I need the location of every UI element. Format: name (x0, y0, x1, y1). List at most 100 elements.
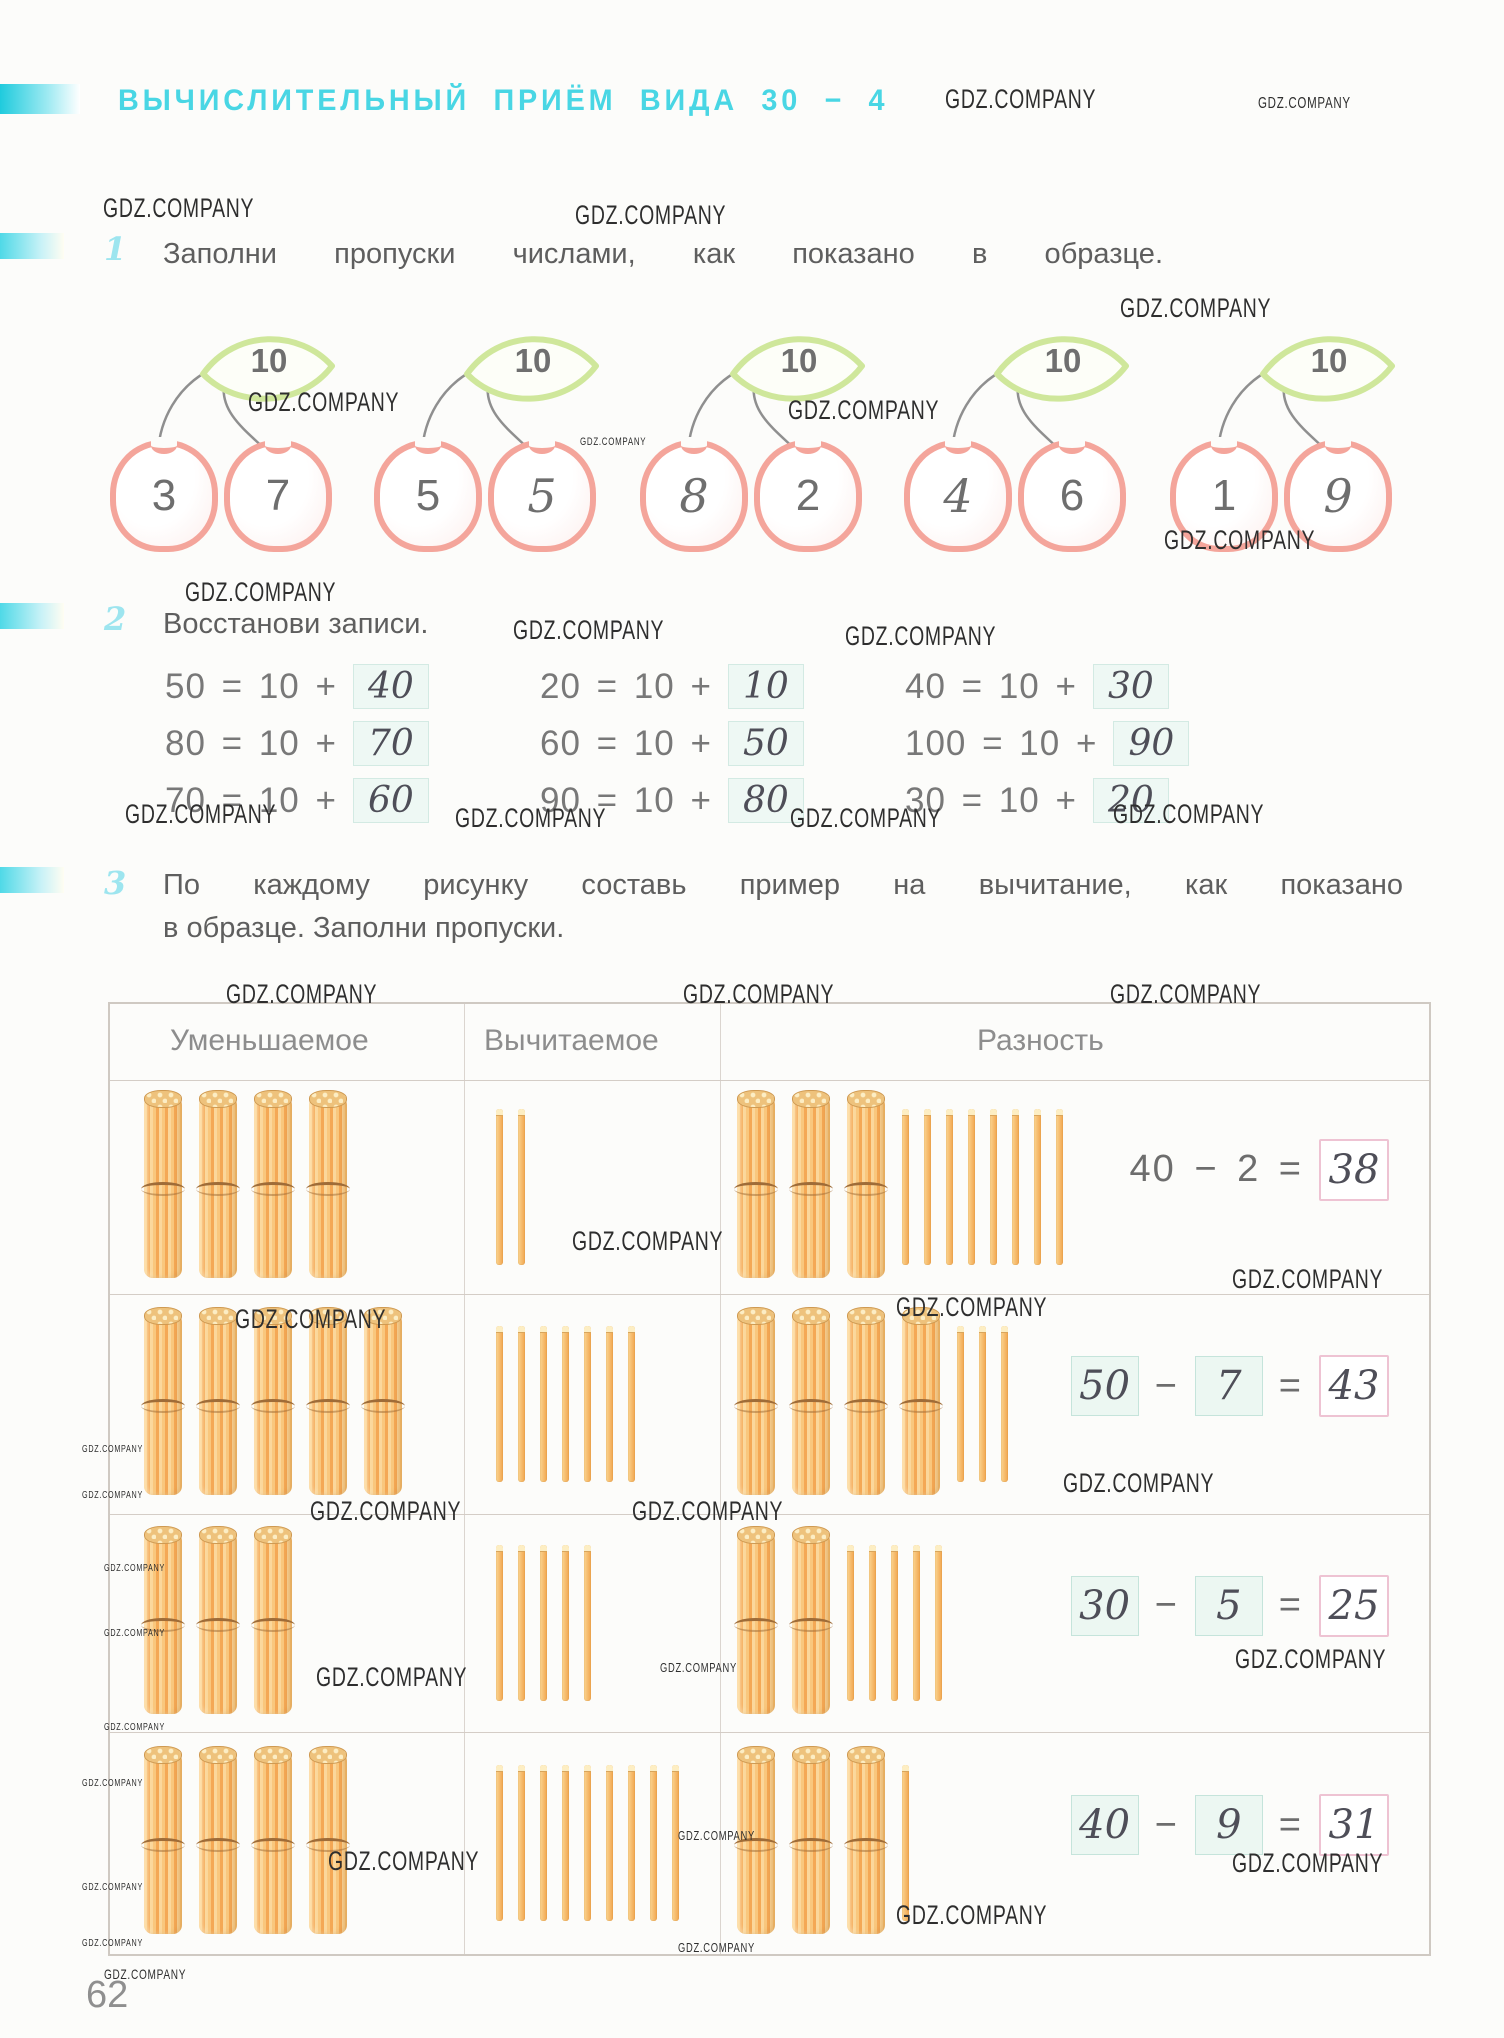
handwritten-answer: 90 (1128, 723, 1175, 764)
cherry-number: 1 (1211, 471, 1237, 520)
minus-sign: − (1154, 1364, 1179, 1407)
task1-instruction: Заполни пропуски числами, как показано в… (163, 238, 1163, 270)
single-stick (540, 1326, 547, 1482)
bundle-of-ten-sticks (141, 1746, 185, 1934)
equals-sign: = (1278, 1584, 1303, 1627)
difference-sticks (734, 1732, 924, 1954)
difference-sticks (734, 1294, 1023, 1514)
bundle-of-ten-sticks (734, 1746, 778, 1934)
cherry: 5 (488, 440, 596, 552)
single-stick (979, 1326, 986, 1482)
equation-lhs: 40 = 10 + (905, 667, 1077, 706)
difference-sticks (734, 1080, 1078, 1294)
cherry-group: 10 4 6 (902, 312, 1167, 560)
row-equation: 50 − 7 = 43 (1070, 1355, 1389, 1418)
answer-highlight: 80 (727, 778, 804, 823)
table-row: 40 − 9 = 31 (110, 1732, 1429, 1954)
equation-lhs: 90 = 10 + (540, 781, 712, 820)
bundle-of-ten-sticks (306, 1090, 350, 1278)
handwritten-subtrahend: 5 (1216, 1582, 1242, 1629)
single-stick (913, 1545, 920, 1701)
bundle-of-ten-sticks (734, 1307, 778, 1495)
table-header-minuend: Уменьшаемое (170, 1024, 369, 1057)
single-stick (902, 1109, 909, 1265)
watermark: GDZ.COMPANY (945, 84, 1097, 114)
cherry-number: 7 (265, 471, 291, 520)
answer-box: 9 (1194, 1795, 1263, 1856)
cherry-group: 10 8 2 (638, 312, 903, 560)
table-row: 50 − 7 = 43 (110, 1294, 1429, 1514)
handwritten-answer: 31 (1328, 1802, 1380, 1849)
handwritten-answer: 60 (368, 780, 414, 821)
handwritten-answer: 43 (1328, 1363, 1380, 1410)
cherry: 2 (754, 440, 862, 552)
cherry-number: 2 (795, 471, 821, 520)
bundle-of-ten-sticks (141, 1307, 185, 1495)
leaf-sum-label: 10 (250, 342, 288, 379)
page-number: 62 (86, 1974, 129, 2016)
leaf-sum-label: 10 (780, 342, 818, 379)
cherry: 8 (640, 440, 748, 552)
equation-lhs: 60 = 10 + (540, 724, 712, 763)
table-line (110, 1732, 1429, 1733)
table-line (110, 1294, 1429, 1295)
cherry-group: 10 5 5 (372, 312, 637, 560)
single-stick (540, 1765, 547, 1921)
single-stick (496, 1109, 503, 1265)
answer-box: 30 (1070, 1575, 1139, 1636)
single-stick (902, 1765, 909, 1921)
bundle-of-ten-sticks (251, 1526, 295, 1714)
single-stick (496, 1326, 503, 1482)
task2-equation: 80 = 10 + 70 (165, 721, 429, 778)
bundle-of-ten-sticks (196, 1307, 240, 1495)
single-stick (990, 1109, 997, 1265)
task2-equation: 100 = 10 + 90 (905, 721, 1190, 778)
cherry: 3 (110, 440, 218, 552)
cherry-number-handwritten: 8 (679, 469, 709, 523)
task2-equation-column: 50 = 10 + 40 80 = 10 + 70 70 = 10 + 60 (165, 664, 429, 835)
single-stick (562, 1326, 569, 1482)
handwritten-minuend: 30 (1079, 1582, 1131, 1629)
single-stick (540, 1545, 547, 1701)
bundle-of-ten-sticks (789, 1307, 833, 1495)
leaf-sum-label: 10 (514, 342, 552, 379)
answer-box: 7 (1194, 1356, 1263, 1417)
task2-equation: 40 = 10 + 30 (905, 664, 1189, 721)
bundle-of-ten-sticks (196, 1746, 240, 1934)
row-equation: 40 − 2 = 38 (1129, 1138, 1389, 1201)
cherry-number-handwritten: 4 (943, 469, 973, 523)
task2-equation-column: 40 = 10 + 30 100 = 10 + 90 30 = 10 + 20 (905, 664, 1190, 835)
watermark: GDZ.COMPANY (1258, 95, 1351, 112)
row-equation: 30 − 5 = 25 (1070, 1574, 1389, 1637)
watermark: GDZ.COMPANY (575, 200, 727, 230)
equation-lhs: 50 = 10 + (165, 667, 337, 706)
equals-sign: = (1278, 1364, 1303, 1407)
task3-number: 3 (104, 864, 127, 902)
task1-accent-bar (0, 233, 64, 259)
cherry-number-handwritten: 5 (527, 469, 557, 523)
subtrahend-sticks (496, 1732, 694, 1954)
bundle-of-ten-sticks (141, 1090, 185, 1278)
single-stick (672, 1765, 679, 1921)
answer-box: 31 (1319, 1794, 1389, 1857)
minuend-sticks (141, 1732, 364, 1954)
single-stick (606, 1326, 613, 1482)
answer-highlight: 50 (727, 721, 804, 766)
bundle-of-ten-sticks (361, 1307, 405, 1495)
bundle-of-ten-sticks (789, 1090, 833, 1278)
table-row: 30 − 5 = 25 (110, 1514, 1429, 1732)
handwritten-answer: 10 (743, 666, 789, 707)
single-stick (518, 1545, 525, 1701)
table-header-difference: Разность (977, 1024, 1104, 1057)
handwritten-answer: 70 (368, 723, 414, 764)
equation-printed: 40 − 2 = (1129, 1148, 1303, 1191)
watermark: GDZ.COMPANY (513, 615, 665, 645)
handwritten-minuend: 50 (1079, 1363, 1131, 1410)
single-stick (1001, 1326, 1008, 1482)
task2-equation: 90 = 10 + 80 (540, 778, 804, 835)
answer-box: 40 (1070, 1795, 1139, 1856)
page-title: ВЫЧИСЛИТЕЛЬНЫЙ ПРИЁМ ВИДА 30 − 4 (118, 84, 889, 117)
handwritten-minuend: 40 (1079, 1802, 1131, 1849)
cherry: 4 (904, 440, 1012, 552)
bundle-of-ten-sticks (734, 1090, 778, 1278)
